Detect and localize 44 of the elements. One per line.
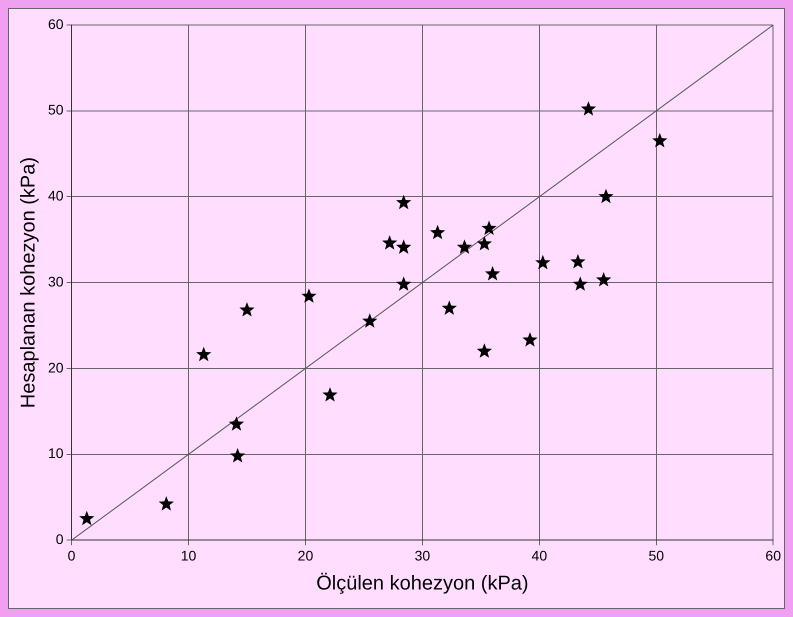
point [476, 343, 492, 358]
x-tick-label: 10 [180, 547, 197, 564]
point [239, 302, 255, 317]
x-axis-title: Ölçülen kohezyon (kPa) [316, 572, 529, 595]
point [382, 235, 398, 250]
x-tick-label: 20 [298, 547, 314, 564]
point [481, 220, 497, 235]
point [322, 387, 338, 402]
x-tick-label: 40 [532, 547, 548, 564]
y-axis-title: Hesaplanan kohezyon (kPa) [18, 156, 40, 408]
x-tick-label: 50 [648, 547, 664, 564]
point [596, 272, 612, 286]
point [430, 224, 446, 240]
point [442, 300, 457, 315]
point [396, 276, 412, 291]
point [598, 188, 614, 204]
point [228, 416, 244, 431]
x-tick-label: 60 [765, 547, 782, 564]
point [396, 239, 412, 254]
x-tick-label: 0 [68, 547, 76, 564]
point [396, 194, 412, 210]
y-tick-label: 20 [48, 359, 64, 376]
point [362, 313, 378, 328]
y-tick-label: 10 [48, 445, 64, 462]
point [158, 496, 174, 511]
point [570, 254, 586, 268]
point [484, 266, 500, 280]
point [580, 101, 596, 116]
point [535, 254, 550, 270]
point [572, 276, 588, 291]
y-tick-label: 50 [48, 102, 64, 118]
point [652, 132, 668, 148]
point [476, 236, 492, 250]
y-tick-label: 0 [56, 531, 64, 548]
point [456, 239, 472, 254]
point [522, 332, 538, 347]
x-tick-label: 30 [414, 547, 430, 564]
y-tick-label: 30 [48, 273, 64, 290]
y-tick-label: 40 [48, 188, 64, 204]
point [230, 448, 246, 463]
point [79, 510, 94, 526]
point [301, 288, 317, 303]
y-tick-label: 60 [48, 16, 64, 32]
point [196, 346, 212, 362]
